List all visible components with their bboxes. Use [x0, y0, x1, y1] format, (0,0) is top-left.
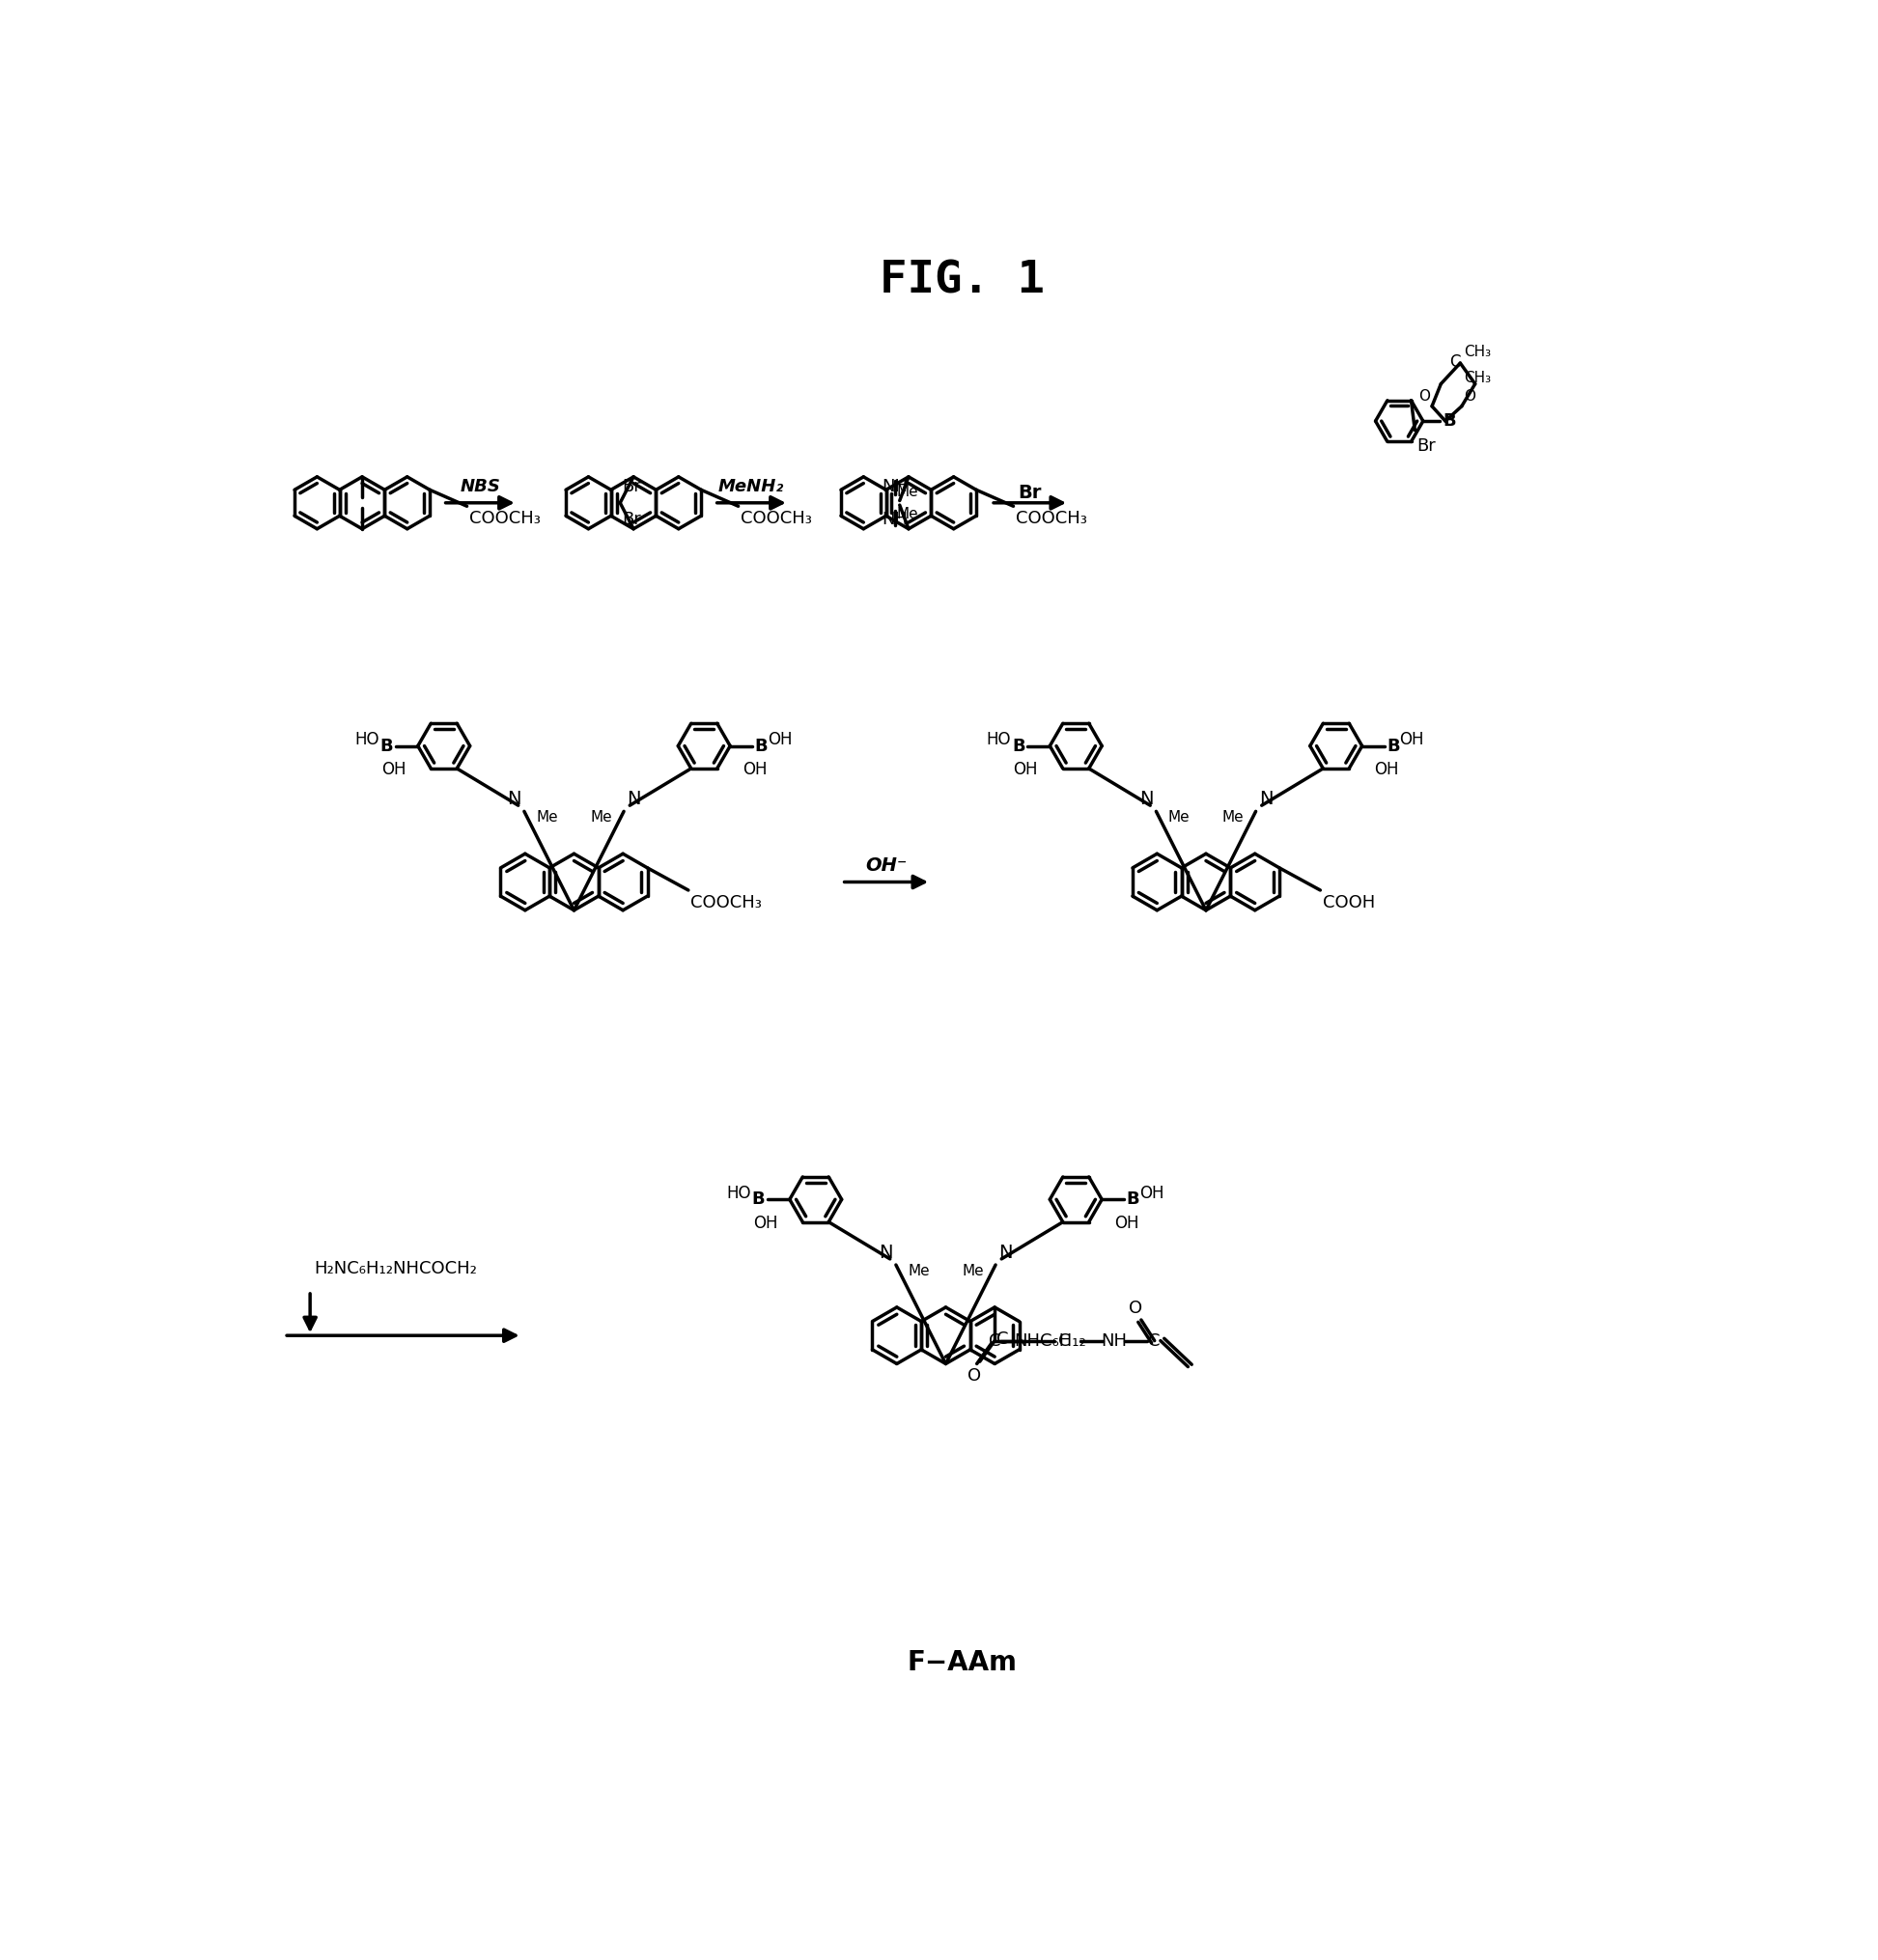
- Text: OH: OH: [753, 1215, 777, 1231]
- Text: N: N: [1258, 790, 1273, 808]
- Text: OH: OH: [1012, 760, 1039, 778]
- Text: C: C: [1149, 1333, 1161, 1348]
- Text: O: O: [1418, 390, 1429, 404]
- Text: N: N: [1140, 790, 1153, 808]
- Text: Br: Br: [622, 478, 640, 496]
- Text: C: C: [997, 1331, 1008, 1348]
- Text: OH: OH: [742, 760, 766, 778]
- Text: NBS: NBS: [460, 478, 500, 496]
- Text: Me: Me: [1223, 809, 1243, 825]
- Text: O: O: [1465, 390, 1476, 404]
- Text: Br: Br: [1018, 484, 1040, 502]
- Text: CH₃: CH₃: [1465, 345, 1491, 359]
- Text: Me: Me: [907, 1264, 930, 1278]
- Text: N: N: [999, 1243, 1012, 1262]
- Text: O: O: [967, 1366, 980, 1384]
- Text: N: N: [507, 790, 522, 808]
- Text: OH: OH: [768, 731, 793, 749]
- Text: COOH: COOH: [1322, 894, 1375, 911]
- Text: Me: Me: [535, 809, 558, 825]
- Text: Me: Me: [1168, 809, 1191, 825]
- Text: MeNH₂: MeNH₂: [719, 478, 785, 496]
- Text: COOCH₃: COOCH₃: [740, 510, 811, 527]
- Text: HO: HO: [986, 731, 1010, 749]
- Text: B: B: [1127, 1192, 1140, 1207]
- Text: HO: HO: [355, 731, 379, 749]
- Text: Me: Me: [590, 809, 612, 825]
- Text: NH: NH: [883, 510, 909, 527]
- Text: B: B: [379, 737, 393, 755]
- Text: COOCH₃: COOCH₃: [470, 510, 541, 527]
- Text: F−AAm: F−AAm: [907, 1648, 1018, 1676]
- Text: FIG. 1: FIG. 1: [879, 259, 1044, 304]
- Text: C: C: [1057, 1333, 1070, 1348]
- Text: OH: OH: [1140, 1184, 1164, 1201]
- Text: H₂NC₆H₁₂NHCOCH₂: H₂NC₆H₁₂NHCOCH₂: [314, 1260, 477, 1278]
- Text: COOCH₃: COOCH₃: [1016, 510, 1087, 527]
- Text: OH: OH: [1114, 1215, 1138, 1231]
- Text: C: C: [988, 1333, 1001, 1348]
- Text: NHC₆H₁₂: NHC₆H₁₂: [1014, 1333, 1087, 1348]
- Text: Me: Me: [962, 1264, 984, 1278]
- Text: B: B: [1442, 412, 1455, 429]
- Text: OH: OH: [1399, 731, 1424, 749]
- Text: NH: NH: [1101, 1333, 1127, 1348]
- Text: OH: OH: [381, 760, 406, 778]
- Text: B: B: [751, 1192, 764, 1207]
- Text: OH⁻: OH⁻: [866, 857, 907, 874]
- Text: NH: NH: [883, 478, 909, 496]
- Text: Br: Br: [622, 510, 640, 527]
- Text: C: C: [1450, 353, 1461, 370]
- Text: Me: Me: [896, 484, 918, 500]
- Text: Me: Me: [896, 508, 918, 521]
- Text: B: B: [1386, 737, 1399, 755]
- Text: Br: Br: [1418, 437, 1437, 455]
- Text: CH₃: CH₃: [1465, 370, 1491, 384]
- Text: COOCH₃: COOCH₃: [691, 894, 762, 911]
- Text: HO: HO: [727, 1184, 751, 1201]
- Text: N: N: [879, 1243, 892, 1262]
- Text: B: B: [1012, 737, 1025, 755]
- Text: N: N: [627, 790, 640, 808]
- Text: B: B: [755, 737, 768, 755]
- Text: O: O: [1129, 1299, 1142, 1317]
- Text: OH: OH: [1375, 760, 1399, 778]
